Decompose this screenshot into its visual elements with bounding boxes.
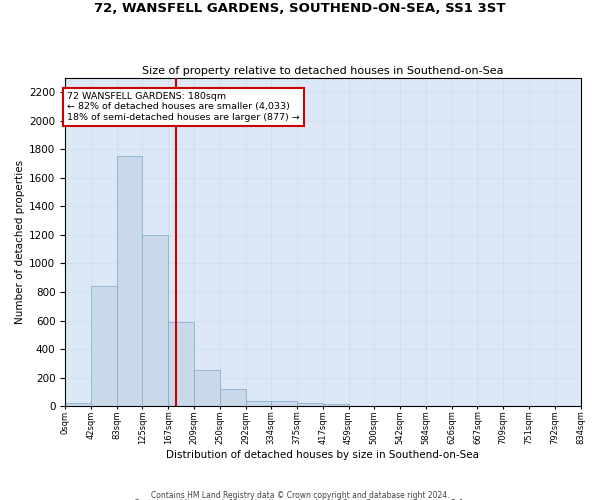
Bar <box>271 402 297 406</box>
Bar <box>220 389 245 406</box>
Bar <box>142 235 168 406</box>
Y-axis label: Number of detached properties: Number of detached properties <box>15 160 25 324</box>
Text: 72 WANSFELL GARDENS: 180sqm
← 82% of detached houses are smaller (4,033)
18% of : 72 WANSFELL GARDENS: 180sqm ← 82% of det… <box>67 92 300 122</box>
Text: 72, WANSFELL GARDENS, SOUTHEND-ON-SEA, SS1 3ST: 72, WANSFELL GARDENS, SOUTHEND-ON-SEA, S… <box>94 2 506 16</box>
Text: Contains HM Land Registry data © Crown copyright and database right 2024.: Contains HM Land Registry data © Crown c… <box>151 490 449 500</box>
Bar <box>91 286 116 406</box>
Bar <box>116 156 142 406</box>
Bar <box>194 370 220 406</box>
Text: Contains public sector information licensed under the Open Government Licence v3: Contains public sector information licen… <box>134 499 466 500</box>
Bar <box>65 402 91 406</box>
Title: Size of property relative to detached houses in Southend-on-Sea: Size of property relative to detached ho… <box>142 66 503 76</box>
Bar <box>245 400 271 406</box>
X-axis label: Distribution of detached houses by size in Southend-on-Sea: Distribution of detached houses by size … <box>166 450 479 460</box>
Bar <box>323 404 349 406</box>
Bar <box>297 402 323 406</box>
Bar <box>168 322 194 406</box>
